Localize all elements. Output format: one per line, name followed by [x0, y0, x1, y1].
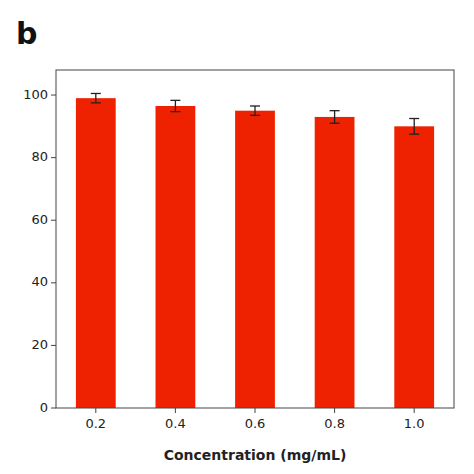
x-tick: [414, 408, 415, 413]
bar: [394, 126, 434, 408]
x-tick-label: 0.2: [85, 416, 106, 431]
x-tick: [95, 408, 96, 413]
bar: [235, 111, 275, 408]
y-tick-label: 100: [23, 87, 48, 102]
y-axis: 0 20 40 60 80 100: [23, 87, 56, 415]
error-bar: [170, 100, 180, 111]
x-axis: 0.2 0.4 0.6 0.8 1.0: [85, 408, 424, 431]
x-tick: [334, 408, 335, 413]
bars: [76, 93, 434, 408]
y-tick-label: 0: [40, 400, 48, 415]
bar: [315, 117, 355, 408]
plot-frame: [56, 70, 454, 408]
bar: [76, 98, 116, 408]
y-tick-label: 60: [31, 212, 48, 227]
x-tick-label: 1.0: [404, 416, 425, 431]
x-axis-label: Concentration (mg/mL): [164, 447, 347, 463]
y-tick: [51, 408, 56, 409]
chart: 0 20 40 60 80 100 0.2 0.4 0.6 0.8 1.0 Concentration…: [0, 0, 474, 474]
x-tick-label: 0.8: [324, 416, 345, 431]
y-tick-label: 20: [31, 337, 48, 352]
x-tick-label: 0.6: [245, 416, 266, 431]
error-bar: [91, 93, 101, 102]
x-tick: [255, 408, 256, 413]
y-tick-label: 40: [31, 274, 48, 289]
error-bar: [250, 106, 260, 115]
y-tick-label: 80: [31, 149, 48, 164]
y-tick: [51, 220, 56, 221]
title: b: [16, 16, 37, 51]
x-tick: [175, 408, 176, 413]
y-tick: [51, 95, 56, 96]
error-bar: [330, 111, 340, 124]
y-tick: [51, 345, 56, 346]
bar: [156, 106, 196, 408]
x-tick-label: 0.4: [165, 416, 186, 431]
error-bar: [409, 119, 419, 135]
y-tick: [51, 282, 56, 283]
y-tick: [51, 157, 56, 158]
